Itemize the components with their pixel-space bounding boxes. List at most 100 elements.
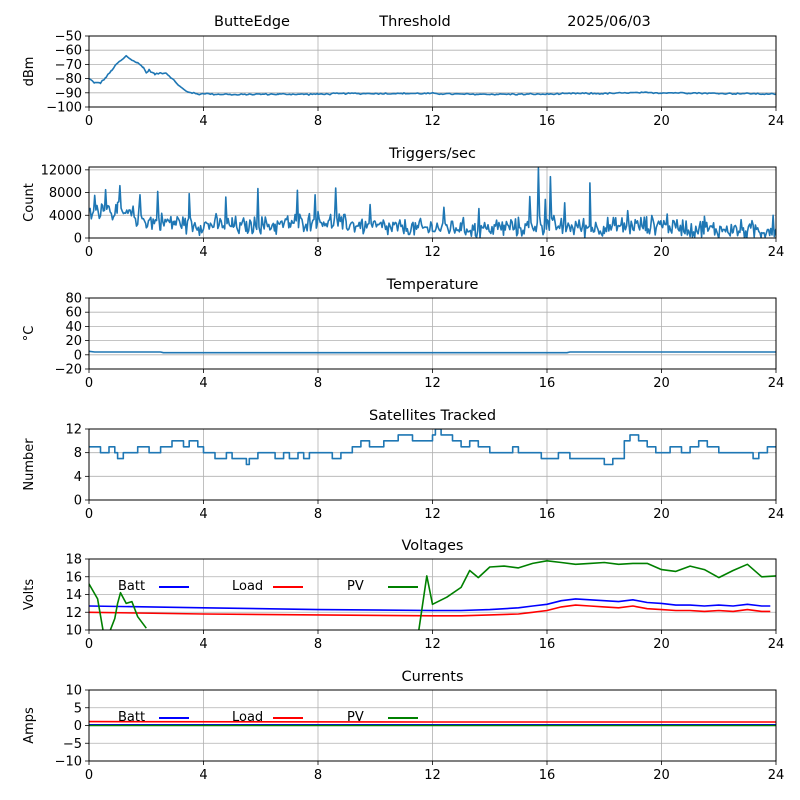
- panel-dbm: 0 4 8 12 16 20 24 −100−90−80−70−60−50 dBm: [22, 30, 784, 130]
- ytick-label-temperature-2: 20: [65, 334, 82, 349]
- ytick-label-dbm-1: −90: [55, 86, 82, 101]
- ytick-label-temperature-1: 0: [74, 348, 82, 363]
- ytick-label-dbm-2: −80: [55, 72, 82, 87]
- plot-frame-voltages: [88, 558, 777, 631]
- xtick-label-triggers-4: 16: [539, 245, 556, 260]
- xtick-label-dbm-0: 0: [85, 114, 93, 129]
- ytick-label-dbm-4: −60: [55, 44, 82, 59]
- xtick-label-triggers-3: 12: [424, 245, 441, 260]
- series-group-triggers: [89, 167, 776, 238]
- ylabel-temperature: °C: [22, 326, 37, 342]
- ytick-label-dbm-3: −70: [55, 58, 82, 73]
- xtick-label-voltages-1: 4: [199, 637, 207, 652]
- xtick-label-triggers-6: 24: [768, 245, 785, 260]
- series-group-currents: [89, 720, 776, 727]
- ytick-label-voltages-3: 16: [65, 570, 82, 585]
- xtick-label-currents-1: 4: [199, 768, 207, 783]
- panel-currents: Currents 0 4 8 12 16 20 24 −10 −5 0 5 10 Amps Batt Load…: [22, 669, 784, 783]
- xtick-label-triggers-2: 8: [314, 245, 322, 260]
- ylabel-voltages: Volts: [22, 579, 37, 611]
- ytick-label-temperature-4: 60: [65, 306, 82, 321]
- ytick-label-satellites-2: 8: [74, 446, 82, 461]
- xtick-label-dbm-3: 12: [424, 114, 441, 129]
- ytick-label-voltages-2: 14: [65, 588, 82, 603]
- ytick-label-currents-4: 10: [65, 684, 82, 699]
- plot-frame-currents: [88, 689, 777, 762]
- ytick-label-voltages-1: 12: [65, 606, 82, 621]
- ytick-label-voltages-4: 18: [65, 553, 82, 568]
- xtick-label-temperature-6: 24: [768, 376, 785, 391]
- ylabel-dbm: dBm: [22, 57, 37, 87]
- series-group-temperature: [89, 350, 776, 354]
- xtick-label-currents-2: 8: [314, 768, 322, 783]
- header-label: Threshold: [378, 14, 450, 30]
- header-date: 2025/06/03: [567, 14, 651, 30]
- series-line-voltages-load: [89, 604, 771, 617]
- xtick-label-dbm-2: 8: [314, 114, 322, 129]
- xtick-label-satellites-5: 20: [653, 507, 670, 522]
- xtick-label-satellites-1: 4: [199, 507, 207, 522]
- ytick-label-satellites-1: 4: [74, 470, 82, 485]
- xtick-label-satellites-4: 16: [539, 507, 556, 522]
- xtick-label-currents-3: 12: [424, 768, 441, 783]
- xtick-label-currents-6: 24: [768, 768, 785, 783]
- xtick-label-temperature-4: 16: [539, 376, 556, 391]
- series-line-satellites-0: [89, 429, 776, 466]
- series-group-satellites: [89, 429, 776, 466]
- ytick-label-dbm-0: −100: [46, 101, 82, 116]
- xtick-label-dbm-6: 24: [768, 114, 785, 129]
- legend-label-currents-batt: Batt: [118, 710, 145, 725]
- xtick-label-triggers-0: 0: [85, 245, 93, 260]
- legend-label-currents-load: Load: [232, 710, 263, 725]
- ytick-label-temperature-0: −20: [55, 363, 82, 378]
- xtick-label-triggers-5: 20: [653, 245, 670, 260]
- panel-title-triggers: Triggers/sec: [388, 146, 476, 162]
- xtick-label-temperature-2: 8: [314, 376, 322, 391]
- ytick-label-currents-3: 5: [74, 701, 82, 716]
- ytick-label-triggers-0: 0: [74, 232, 82, 247]
- ytick-label-triggers-2: 8000: [49, 186, 82, 201]
- header-station: ButteEdge: [214, 14, 290, 30]
- panel-voltages: Voltages 0 4 8 12 16 20 24 10 12 14 16 18 Volts Batt Lo…: [22, 538, 784, 652]
- panel-title-satellites: Satellites Tracked: [369, 408, 496, 424]
- ytick-label-currents-1: −5: [63, 737, 82, 752]
- xtick-label-triggers-1: 4: [199, 245, 207, 260]
- plot-frame-dbm: [88, 35, 777, 108]
- ytick-label-satellites-0: 0: [74, 494, 82, 509]
- series-line-voltages-pv-1: [418, 560, 776, 630]
- ytick-label-satellites-3: 12: [65, 423, 82, 438]
- panel-title-voltages: Voltages: [402, 538, 464, 554]
- xtick-label-temperature-3: 12: [424, 376, 441, 391]
- xtick-label-voltages-0: 0: [85, 637, 93, 652]
- panel-triggers: Triggers/sec 0 4 8 12 16 20 24 0 4000 8000 12000 Cou…: [22, 146, 784, 260]
- xtick-label-satellites-3: 12: [424, 507, 441, 522]
- ytick-label-currents-0: −10: [55, 755, 82, 770]
- ytick-label-triggers-3: 12000: [41, 163, 82, 178]
- xtick-label-currents-5: 20: [653, 768, 670, 783]
- series-line-temperature-0: [89, 350, 776, 354]
- panel-title-currents: Currents: [401, 669, 463, 685]
- xtick-label-temperature-5: 20: [653, 376, 670, 391]
- xtick-label-voltages-4: 16: [539, 637, 556, 652]
- panels: 0 4 8 12 16 20 24−100−90−80−70−60−50dBmTrigger…: [22, 30, 784, 784]
- xtick-label-voltages-5: 20: [653, 637, 670, 652]
- xtick-label-dbm-4: 16: [539, 114, 556, 129]
- ytick-label-temperature-3: 40: [65, 320, 82, 335]
- xtick-label-temperature-0: 0: [85, 376, 93, 391]
- legend-label-voltages-batt: Batt: [118, 579, 145, 594]
- xtick-label-voltages-3: 12: [424, 637, 441, 652]
- ylabel-satellites: Number: [22, 438, 37, 491]
- plot-frame-triggers: [88, 166, 777, 239]
- series-group-voltages: [89, 560, 776, 630]
- xtick-label-satellites-0: 0: [85, 507, 93, 522]
- xtick-label-temperature-1: 4: [199, 376, 207, 391]
- plot-frame-satellites: [88, 428, 777, 501]
- series-line-voltages-batt: [89, 598, 771, 612]
- xtick-label-currents-0: 0: [85, 768, 93, 783]
- ytick-label-dbm-5: −50: [55, 30, 82, 45]
- series-line-voltages-pv-0: [89, 583, 147, 630]
- ytick-label-temperature-5: 80: [65, 292, 82, 307]
- ytick-label-triggers-1: 4000: [49, 209, 82, 224]
